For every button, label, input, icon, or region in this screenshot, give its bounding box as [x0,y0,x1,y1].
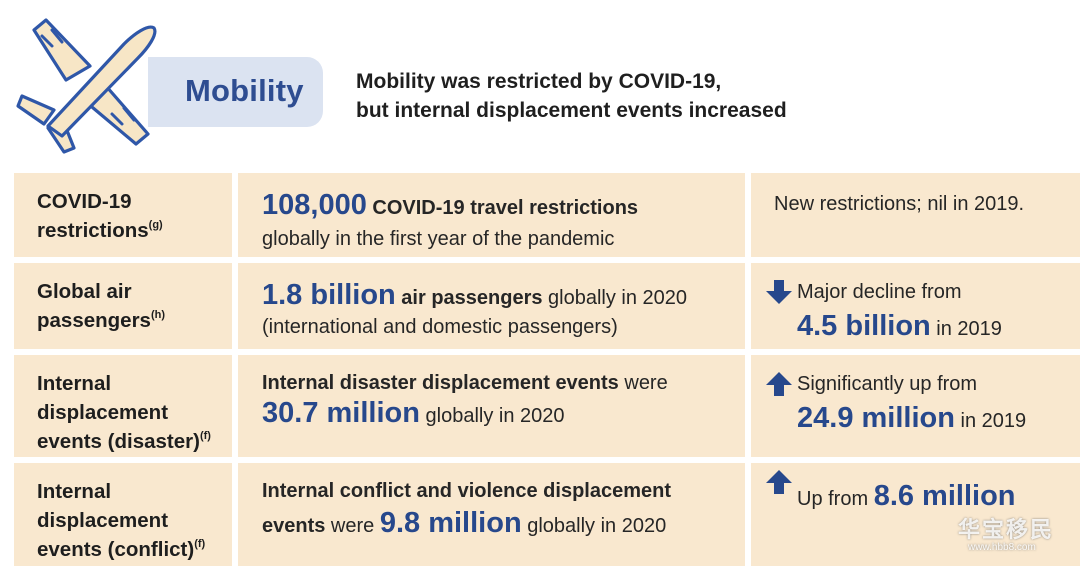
section-tag-background [148,57,323,127]
compare-value: 4.5 billion [797,310,931,342]
row-label: Internal displacement events (conflict)(… [37,480,206,561]
airplane-icon [16,18,157,154]
compare-text: Significantly up from [797,373,978,395]
section-description: Mobility was restricted by COVID-19, but… [356,70,787,122]
row-label: Internal displacement events (disaster)(… [37,372,211,453]
row-compare-cell: Major decline from 4.5 billion in 2019 [751,263,1080,349]
row-main-cell: Internal disaster displacement events we… [238,355,745,457]
metric-value: 9.8 million [379,507,522,539]
arrow-down-icon [766,280,792,304]
row-main-cell: Internal conflict and violence displacem… [238,463,745,566]
arrow-up-icon [766,470,792,494]
row-main-cell: 1.8 billion air passengers globally in 2… [238,263,745,349]
table-row: Internal displacement events (disaster)(… [14,355,1080,457]
row-label: Global air passengers(h) [37,280,165,332]
compare-text: Up from [797,488,874,510]
section-tag: Mobility [185,73,304,108]
row-compare-cell: Up from 8.6 million [751,463,1080,566]
row-main-cell: 108,000 COVID-19 travel restrictions glo… [238,173,745,257]
row-label-cell: Internal displacement events (conflict)(… [14,463,232,566]
compare-value: 24.9 million [797,402,955,434]
row-compare-cell: Significantly up from 24.9 million in 20… [751,355,1080,457]
metric-value: 1.8 billion [262,279,396,311]
row-label-cell: COVID-19 restrictions(g) [14,173,232,257]
metric-value: 108,000 [262,189,367,221]
compare-value: 8.6 million [873,480,1016,512]
compare-text: New restrictions; nil in 2019. [774,193,1025,215]
watermark: 华宝移民 [958,517,1055,542]
table-row: Internal displacement events (conflict)(… [14,463,1080,566]
compare-text: Major decline from [797,281,962,303]
row-label: COVID-19 restrictions(g) [37,190,163,242]
header: Mobility Mobility was restricted by COVI… [0,0,1080,165]
metric-value: 30.7 million [262,397,420,429]
row-label-cell: Global air passengers(h) [14,263,232,349]
table-row: Global air passengers(h) 1.8 billion air… [14,263,1080,349]
watermark-url: www.hbb8.com [968,542,1036,553]
arrow-up-icon [766,372,792,396]
row-label-cell: Internal displacement events (disaster)(… [14,355,232,457]
table-row: COVID-19 restrictions(g) 108,000 COVID-1… [14,173,1080,257]
row-compare-cell: New restrictions; nil in 2019. [751,173,1080,257]
